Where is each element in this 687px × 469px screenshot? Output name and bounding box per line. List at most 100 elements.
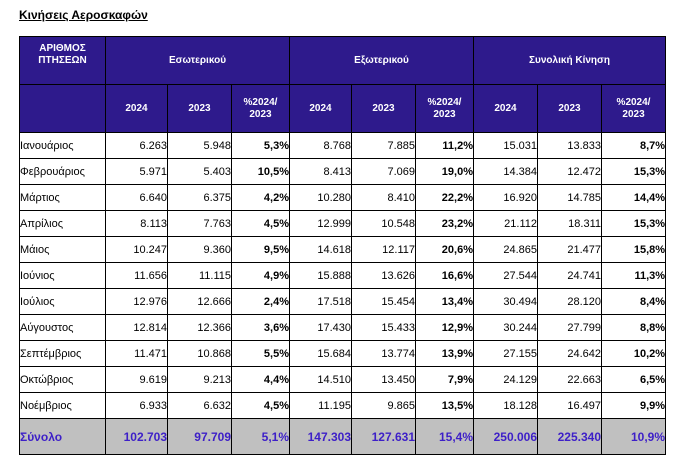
total-2024-cell: 30.244 (473, 314, 538, 341)
total-pct-cell: 15,3% (600, 158, 667, 185)
international-2024-cell: 14.510 (289, 366, 352, 393)
pct-header-line1: %2024/ (616, 96, 651, 108)
pct-header-line1: %2024/ (243, 96, 278, 108)
domestic-pct-cell: 4,9% (231, 262, 290, 289)
total-domestic-2023-cell: 97.709 (167, 418, 232, 455)
domestic-2024-cell: 6.263 (105, 132, 168, 159)
international-2024-cell: 14.618 (289, 236, 352, 263)
domestic-2023-cell: 7.763 (167, 210, 232, 237)
total-international-2023-cell: 127.631 (351, 418, 416, 455)
group-header-total: Συνολική Κίνηση (472, 36, 667, 85)
international-pct-cell: 11,2% (415, 132, 474, 159)
pct-header-line2: 2023 (249, 108, 272, 120)
pct-header-line1: %2024/ (427, 96, 462, 108)
international-pct-cell: 23,2% (415, 210, 474, 237)
international-pct-header: %2024/2023 (415, 84, 474, 133)
month-cell: Ιανουάριος (19, 132, 106, 159)
domestic-2024-cell: 6.933 (105, 392, 168, 419)
domestic-pct-cell: 5,3% (231, 132, 290, 159)
total-label-cell: Σύνολο (19, 418, 106, 455)
total-international-2024-cell: 147.303 (289, 418, 352, 455)
table-row: Φεβρουάριος 5.971 5.403 10,5% 8.413 7.06… (19, 158, 667, 185)
international-2023-cell: 7.069 (351, 158, 416, 185)
total-2024-cell: 16.920 (473, 184, 538, 211)
international-pct-cell: 13,5% (415, 392, 474, 419)
total-pct-cell: 11,3% (600, 262, 667, 289)
total-2024-cell: 14.384 (473, 158, 538, 185)
total-2024-cell: 24.129 (473, 366, 538, 393)
domestic-2023-cell: 6.375 (167, 184, 232, 211)
total-row: Σύνολο 102.703 97.709 5,1% 147.303 127.6… (19, 418, 667, 455)
pct-header-line2: 2023 (433, 108, 456, 120)
international-2024-cell: 8.413 (289, 158, 352, 185)
total-2024-cell: 27.155 (473, 340, 538, 367)
international-2023-cell: 8.410 (351, 184, 416, 211)
international-pct-cell: 13,4% (415, 288, 474, 315)
domestic-pct-cell: 4,4% (231, 366, 290, 393)
total-2023-cell: 13.833 (537, 132, 602, 159)
total-2024-cell: 27.544 (473, 262, 538, 289)
group-header-domestic: Εσωτερικού (105, 36, 290, 85)
international-pct-cell: 16,6% (415, 262, 474, 289)
month-cell: Φεβρουάριος (19, 158, 106, 185)
group-header-international: Εξωτερικού (289, 36, 474, 85)
pct-header-line2: 2023 (622, 108, 645, 120)
domestic-2023-cell: 10.868 (167, 340, 232, 367)
domestic-2023-header: 2023 (167, 84, 232, 133)
total-2023-cell: 16.497 (537, 392, 602, 419)
total-2024-cell: 21.112 (473, 210, 538, 237)
international-2024-cell: 17.430 (289, 314, 352, 341)
total-2023-cell: 14.785 (537, 184, 602, 211)
international-pct-cell: 20,6% (415, 236, 474, 263)
domestic-pct-cell: 5,5% (231, 340, 290, 367)
international-2023-cell: 12.117 (351, 236, 416, 263)
domestic-2023-cell: 9.360 (167, 236, 232, 263)
international-2024-header: 2024 (289, 84, 352, 133)
international-2023-cell: 7.885 (351, 132, 416, 159)
total-2023-cell: 12.472 (537, 158, 602, 185)
table-row: Οκτώβριος 9.619 9.213 4,4% 14.510 13.450… (19, 366, 667, 393)
total-2023-cell: 28.120 (537, 288, 602, 315)
international-2024-cell: 8.768 (289, 132, 352, 159)
month-cell: Οκτώβριος (19, 366, 106, 393)
domestic-pct-cell: 9,5% (231, 236, 290, 263)
international-2023-header: 2023 (351, 84, 416, 133)
total-2023-cell: 24.741 (537, 262, 602, 289)
domestic-2024-cell: 6.640 (105, 184, 168, 211)
table-row: Μάιος 10.247 9.360 9,5% 14.618 12.117 20… (19, 236, 667, 263)
international-2024-cell: 17.518 (289, 288, 352, 315)
international-2023-cell: 9.865 (351, 392, 416, 419)
total-2023-cell: 21.477 (537, 236, 602, 263)
total-domestic-2024-cell: 102.703 (105, 418, 168, 455)
international-pct-cell: 13,9% (415, 340, 474, 367)
total-2023-header: 2023 (537, 84, 602, 133)
total-total-pct-cell: 10,9% (600, 418, 667, 455)
month-cell: Σεπτέμβριος (19, 340, 106, 367)
month-cell: Μάιος (19, 236, 106, 263)
total-2023-cell: 18.311 (537, 210, 602, 237)
international-2023-cell: 13.774 (351, 340, 416, 367)
domestic-pct-cell: 4,5% (231, 210, 290, 237)
total-pct-cell: 14,4% (600, 184, 667, 211)
international-2024-cell: 11.195 (289, 392, 352, 419)
table-row: Σεπτέμβριος 11.471 10.868 5,5% 15.684 13… (19, 340, 667, 367)
table-row: Αύγουστος 12.814 12.366 3,6% 17.430 15.4… (19, 314, 667, 341)
domestic-2024-cell: 8.113 (105, 210, 168, 237)
month-cell: Ιούνιος (19, 262, 106, 289)
month-cell: Μάρτιος (19, 184, 106, 211)
domestic-2024-cell: 11.471 (105, 340, 168, 367)
domestic-2024-cell: 5.971 (105, 158, 168, 185)
domestic-pct-cell: 2,4% (231, 288, 290, 315)
total-2024-cell: 24.865 (473, 236, 538, 263)
domestic-2023-cell: 12.666 (167, 288, 232, 315)
domestic-2024-cell: 10.247 (105, 236, 168, 263)
total-2024-cell: 15.031 (473, 132, 538, 159)
table-row: Ιανουάριος 6.263 5.948 5,3% 8.768 7.885 … (19, 132, 667, 159)
domestic-pct-cell: 10,5% (231, 158, 290, 185)
domestic-2024-cell: 11.656 (105, 262, 168, 289)
domestic-2024-cell: 9.619 (105, 366, 168, 393)
total-pct-cell: 10,2% (600, 340, 667, 367)
international-pct-cell: 7,9% (415, 366, 474, 393)
total-pct-cell: 6,5% (600, 366, 667, 393)
header-row-years: 2024 2023 %2024/2023 2024 2023 %2024/202… (19, 84, 667, 133)
